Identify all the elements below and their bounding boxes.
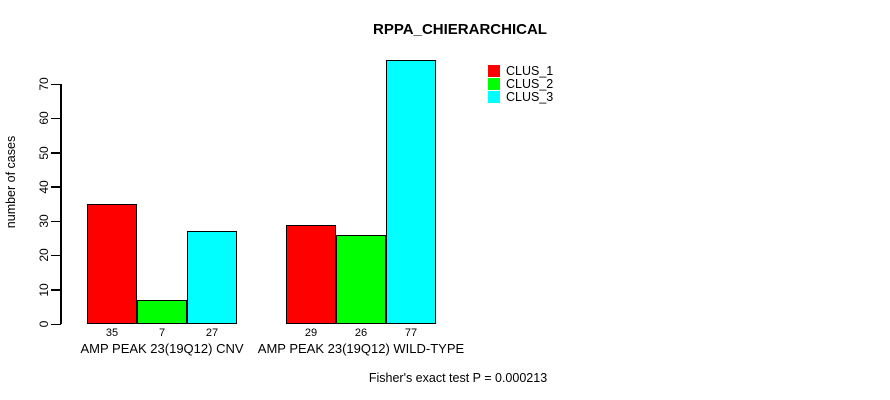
legend-label-clus_3: CLUS_3 — [506, 89, 554, 104]
bar-clus_1-group1 — [87, 204, 137, 324]
legend-row-clus_1: CLUS_1 — [488, 63, 554, 78]
bar-value-label: 26 — [354, 327, 368, 339]
y-axis-tick-label: 30 — [37, 214, 51, 228]
bar-value-label: 77 — [404, 327, 418, 339]
legend: CLUS_1 CLUS_2 CLUS_3 — [488, 63, 554, 104]
legend-label-clus_2: CLUS_2 — [506, 76, 554, 91]
bar-value-label: 29 — [304, 327, 318, 339]
x-axis-category-label: AMP PEAK 23(19Q12) CNV — [80, 341, 244, 356]
y-axis-tick — [51, 254, 61, 257]
y-axis-line — [60, 84, 62, 324]
y-axis-title: number of cases — [4, 135, 18, 229]
bar-clus_2-group1 — [137, 300, 187, 324]
y-axis-tick — [51, 117, 61, 120]
fisher-test-annotation: Fisher's exact test P = 0.000213 — [368, 371, 548, 385]
bar-clus_2-group2 — [336, 234, 386, 324]
bar-value-label: 35 — [105, 327, 119, 339]
y-axis-tick-label: 0 — [37, 320, 51, 328]
chart-title: RPPA_CHIERARCHICAL — [373, 21, 547, 38]
legend-label-clus_1: CLUS_1 — [506, 63, 554, 78]
y-axis-tick-label: 40 — [37, 180, 51, 194]
bar-clus_1-group2 — [286, 224, 336, 324]
y-axis-tick — [51, 323, 61, 325]
bar-clus_3-group1 — [187, 231, 237, 324]
y-axis-tick — [51, 83, 61, 85]
y-axis-tick-label: 70 — [37, 77, 51, 91]
y-axis-tick-label: 20 — [37, 248, 51, 263]
legend-row-clus_3: CLUS_3 — [488, 89, 554, 104]
legend-row-clus_2: CLUS_2 — [488, 76, 554, 91]
y-axis-tick-label: 10 — [37, 283, 51, 297]
y-axis-tick-label: 50 — [37, 145, 51, 160]
legend-swatch-clus_3 — [488, 90, 500, 103]
bar-value-label: 27 — [205, 327, 219, 339]
x-axis-category-label: AMP PEAK 23(19Q12) WILD-TYPE — [257, 341, 465, 356]
bar-value-label: 7 — [158, 327, 166, 339]
y-axis-tick — [51, 152, 61, 154]
legend-swatch-clus_2 — [488, 77, 500, 90]
y-axis-tick-label: 60 — [37, 111, 51, 125]
y-axis-tick — [51, 220, 61, 223]
bar-clus_3-group2 — [386, 60, 436, 324]
y-axis-tick — [51, 289, 61, 291]
legend-swatch-clus_1 — [488, 64, 500, 77]
y-axis-tick — [51, 186, 61, 188]
